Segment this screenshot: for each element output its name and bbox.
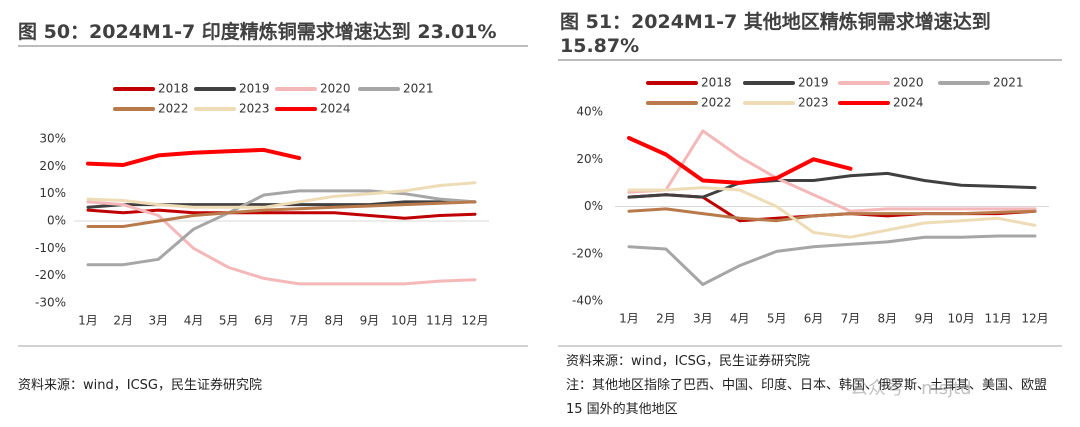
- x-tick-label: 1月: [78, 314, 98, 328]
- chart-title: 图 50：2024M1-7 印度精炼铜需求增速达到 23.01%: [18, 21, 497, 43]
- legend-label: 2018: [158, 82, 189, 96]
- y-tick-label: -40%: [572, 294, 603, 308]
- legend-label: 2020: [320, 82, 351, 96]
- y-tick-label: -30%: [35, 296, 66, 310]
- legend-label: 2019: [239, 82, 270, 96]
- x-tick-label: 10月: [391, 314, 418, 328]
- y-tick-label: -20%: [35, 268, 66, 282]
- x-tick-label: 4月: [730, 312, 750, 326]
- series-line: [627, 136, 853, 185]
- x-tick-label: 9月: [914, 312, 934, 326]
- chart-title: 图 51：2024M1-7 其他地区精炼铜需求增速达到 15.87%: [560, 11, 991, 57]
- series-line: [627, 234, 1037, 286]
- legend-label: 2024: [320, 102, 351, 116]
- legend-label: 2022: [701, 96, 732, 110]
- x-tick-label: 6月: [804, 312, 824, 326]
- series-line: [86, 181, 477, 209]
- x-tick-label: 8月: [878, 312, 898, 326]
- y-tick-label: 0%: [47, 214, 66, 228]
- series-line: [86, 200, 477, 286]
- legend-label: 2020: [893, 76, 924, 90]
- x-tick-label: 2月: [656, 312, 676, 326]
- x-tick-label: 6月: [254, 314, 274, 328]
- series-line: [627, 129, 1037, 213]
- legend-label: 2021: [403, 82, 434, 96]
- x-tick-label: 5月: [219, 314, 239, 328]
- y-tick-label: 0%: [584, 199, 603, 213]
- x-tick-label: 4月: [184, 314, 204, 328]
- x-tick-label: 8月: [324, 314, 344, 328]
- series-line: [86, 147, 302, 167]
- x-tick-label: 11月: [426, 314, 453, 328]
- x-tick-label: 7月: [841, 312, 861, 326]
- note: 注：其他地区指除了巴西、中国、印度、日本、韩国、俄罗斯、土耳其、美国、欧盟 15…: [566, 378, 1048, 417]
- x-tick-label: 5月: [767, 312, 787, 326]
- legend-label: 2018: [701, 76, 732, 90]
- x-tick-label: 3月: [149, 314, 169, 328]
- source: 资料来源：wind，ICSG，民生证券研究院: [566, 354, 810, 369]
- x-tick-label: 12月: [461, 314, 488, 328]
- y-tick-label: 10%: [39, 186, 66, 200]
- x-tick-label: 12月: [1021, 312, 1048, 326]
- series-line: [627, 186, 1037, 239]
- legend-label: 2024: [893, 96, 924, 110]
- legend-label: 2022: [158, 102, 189, 116]
- legend-label: 2021: [993, 76, 1024, 90]
- legend-label: 2023: [798, 96, 829, 110]
- y-tick-label: -20%: [572, 246, 603, 260]
- y-tick-label: -10%: [35, 241, 66, 255]
- legend-label: 2023: [239, 102, 270, 116]
- x-tick-label: 11月: [984, 312, 1011, 326]
- y-tick-label: 20%: [39, 159, 66, 173]
- series-line: [86, 200, 477, 228]
- y-tick-label: 30%: [39, 132, 66, 146]
- legend-label: 2019: [798, 76, 829, 90]
- y-tick-label: 40%: [576, 105, 603, 119]
- series-line: [86, 189, 477, 267]
- x-tick-label: 10月: [948, 312, 975, 326]
- y-tick-label: 20%: [576, 152, 603, 166]
- x-tick-label: 7月: [289, 314, 309, 328]
- series-line: [86, 208, 477, 220]
- source: 资料来源：wind，ICSG，民生证券研究院: [18, 378, 262, 393]
- series-line: [627, 171, 1037, 199]
- x-tick-label: 3月: [693, 312, 713, 326]
- x-tick-label: 1月: [619, 312, 639, 326]
- x-tick-label: 9月: [360, 314, 380, 328]
- series-line: [627, 207, 1037, 223]
- watermark: 公众号 · msjtd: [850, 378, 972, 399]
- x-tick-label: 2月: [113, 314, 133, 328]
